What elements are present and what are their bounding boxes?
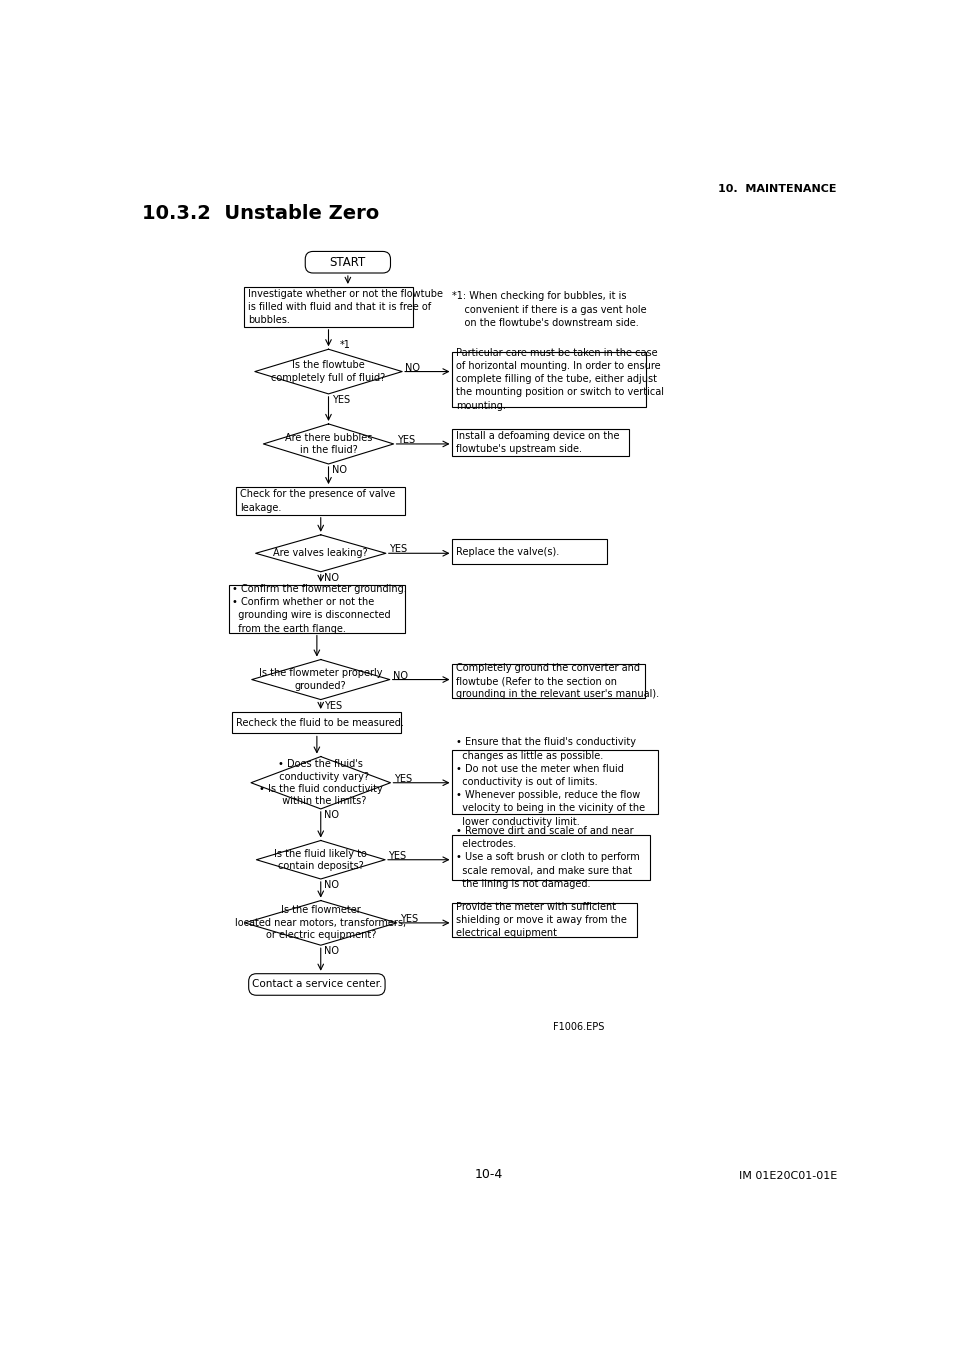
Text: NO: NO xyxy=(323,946,338,957)
Text: YES: YES xyxy=(389,544,407,554)
Text: • Ensure that the fluid's conductivity
  changes as little as possible.
• Do not: • Ensure that the fluid's conductivity c… xyxy=(456,738,645,827)
Text: YES: YES xyxy=(399,915,417,924)
FancyBboxPatch shape xyxy=(305,251,390,273)
Text: 10.  MAINTENANCE: 10. MAINTENANCE xyxy=(718,184,836,193)
Text: • Does the fluid's
  conductivity vary?
• Is the fluid conductivity
  within the: • Does the fluid's conductivity vary? • … xyxy=(258,759,382,807)
Text: Provide the meter with sufficient
shielding or move it away from the
electrical : Provide the meter with sufficient shield… xyxy=(456,901,626,938)
Text: YES: YES xyxy=(332,394,350,405)
Bar xyxy=(229,585,405,632)
Text: Are there bubbles
in the fluid?: Are there bubbles in the fluid? xyxy=(285,432,372,455)
Text: Are valves leaking?: Are valves leaking? xyxy=(274,549,368,558)
Text: YES: YES xyxy=(394,774,412,784)
Text: Contact a service center.: Contact a service center. xyxy=(252,979,381,989)
Polygon shape xyxy=(252,659,390,700)
Text: YES: YES xyxy=(396,435,415,444)
Bar xyxy=(452,835,649,880)
Bar xyxy=(236,488,405,515)
Polygon shape xyxy=(254,349,402,394)
Text: YES: YES xyxy=(388,851,406,861)
Text: Particular care must be taken in the case
of horizontal mounting. In order to en: Particular care must be taken in the cas… xyxy=(456,347,663,411)
Bar xyxy=(452,902,637,936)
Text: Is the flowmeter properly
grounded?: Is the flowmeter properly grounded? xyxy=(258,669,382,690)
Text: NO: NO xyxy=(323,811,338,820)
Text: YES: YES xyxy=(323,701,341,711)
Text: *1: *1 xyxy=(339,339,350,350)
Text: F1006.EPS: F1006.EPS xyxy=(553,1023,604,1032)
Polygon shape xyxy=(255,535,385,571)
Bar xyxy=(452,428,629,457)
Text: Install a defoaming device on the
flowtube's upstream side.: Install a defoaming device on the flowtu… xyxy=(456,431,619,454)
Text: Is the flowtube
completely full of fluid?: Is the flowtube completely full of fluid… xyxy=(271,361,385,382)
Bar xyxy=(233,712,401,734)
Bar xyxy=(244,286,413,327)
Text: Investigate whether or not the flowtube
is filled with fluid and that it is free: Investigate whether or not the flowtube … xyxy=(248,289,442,326)
Text: NO: NO xyxy=(323,880,338,890)
Bar xyxy=(452,539,607,565)
Text: 10-4: 10-4 xyxy=(475,1167,502,1181)
Text: NO: NO xyxy=(323,573,338,582)
Text: NO: NO xyxy=(393,670,407,681)
Text: Completely ground the converter and
flowtube (Refer to the section on
grounding : Completely ground the converter and flow… xyxy=(456,663,659,700)
Polygon shape xyxy=(263,424,394,463)
Bar xyxy=(452,750,658,813)
Polygon shape xyxy=(245,901,396,946)
Text: • Remove dirt and scale of and near
  electrodes.
• Use a soft brush or cloth to: • Remove dirt and scale of and near elec… xyxy=(456,825,639,889)
Text: Check for the presence of valve
leakage.: Check for the presence of valve leakage. xyxy=(240,489,395,512)
FancyBboxPatch shape xyxy=(249,974,385,996)
Text: *1: When checking for bubbles, it is
    convenient if there is a gas vent hole
: *1: When checking for bubbles, it is con… xyxy=(452,292,646,328)
Text: NO: NO xyxy=(332,465,346,476)
Text: Recheck the fluid to be measured.: Recheck the fluid to be measured. xyxy=(236,717,404,728)
Text: Replace the valve(s).: Replace the valve(s). xyxy=(456,547,559,557)
Bar xyxy=(452,351,645,407)
Text: START: START xyxy=(330,255,366,269)
Text: • Confirm the flowmeter grounding.
• Confirm whether or not the
  grounding wire: • Confirm the flowmeter grounding. • Con… xyxy=(233,584,407,634)
Text: IM 01E20C01-01E: IM 01E20C01-01E xyxy=(738,1171,836,1181)
Polygon shape xyxy=(256,840,385,880)
Polygon shape xyxy=(251,757,390,809)
Text: Is the flowmeter
located near motors, transformers,
or electric equipment?: Is the flowmeter located near motors, tr… xyxy=(235,905,406,940)
Text: NO: NO xyxy=(405,362,419,373)
Bar xyxy=(452,665,644,698)
Text: Is the fluid likely to
contain deposits?: Is the fluid likely to contain deposits? xyxy=(274,848,367,871)
Text: 10.3.2  Unstable Zero: 10.3.2 Unstable Zero xyxy=(142,204,379,223)
